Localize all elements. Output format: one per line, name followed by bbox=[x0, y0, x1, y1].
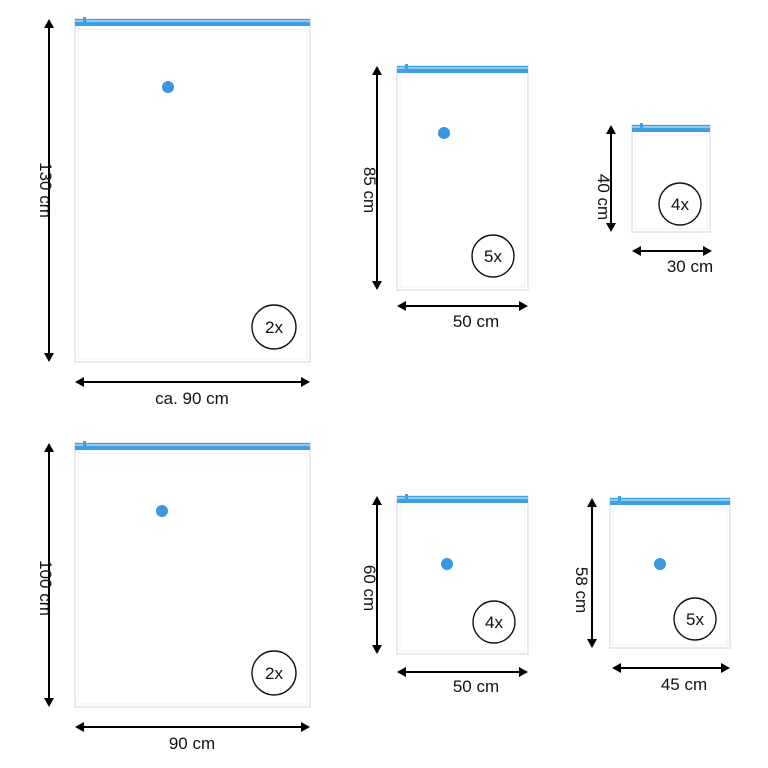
height-arrow-head-up bbox=[606, 125, 616, 134]
width-arrow-head-right bbox=[301, 722, 310, 732]
height-label: 40 cm bbox=[594, 174, 613, 220]
zipper-highlight bbox=[632, 126, 710, 128]
zipper-highlight bbox=[610, 499, 730, 501]
width-label: 50 cm bbox=[453, 312, 499, 331]
bag-inner-seam bbox=[399, 505, 526, 652]
bag-inner-seam bbox=[399, 75, 526, 288]
width-label: 45 cm bbox=[661, 675, 707, 694]
zipper-strip bbox=[632, 125, 710, 132]
bag-3: 4x 40 cm 30 cm bbox=[594, 123, 713, 276]
quantity-badge bbox=[251, 650, 297, 696]
width-arrow-head-right bbox=[721, 663, 730, 673]
quantity-label: 4x bbox=[485, 613, 503, 632]
height-label: 60 cm bbox=[360, 565, 379, 611]
width-arrow-head-left bbox=[75, 377, 84, 387]
height-arrow-head-up bbox=[587, 498, 597, 507]
valve-icon bbox=[438, 127, 450, 139]
quantity-badge bbox=[472, 600, 516, 644]
zipper-slider bbox=[83, 17, 86, 26]
zipper-strip bbox=[610, 498, 730, 505]
zipper-strip bbox=[75, 443, 310, 450]
zipper-strip bbox=[397, 496, 528, 503]
bag-5: 4x 60 cm 50 cm bbox=[360, 494, 529, 696]
quantity-label: 2x bbox=[265, 318, 283, 337]
width-arrow-head-right bbox=[301, 377, 310, 387]
quantity-label: 5x bbox=[484, 247, 502, 266]
zipper-highlight bbox=[397, 67, 528, 69]
bag-inner-seam bbox=[612, 507, 728, 646]
width-arrow-head-left bbox=[75, 722, 84, 732]
height-label: 85 cm bbox=[360, 167, 379, 213]
bag-inner-seam bbox=[77, 452, 308, 705]
height-arrow-head-down bbox=[372, 281, 382, 290]
zipper-highlight bbox=[75, 444, 310, 446]
height-arrow-head-down bbox=[44, 698, 54, 707]
quantity-label: 5x bbox=[686, 610, 704, 629]
quantity-badge bbox=[471, 234, 515, 278]
bag-2: 5x 85 cm 50 cm bbox=[360, 64, 529, 331]
width-arrow-head-left bbox=[612, 663, 621, 673]
valve-icon bbox=[156, 505, 168, 517]
width-arrow-head-left bbox=[397, 301, 406, 311]
width-label: 90 cm bbox=[169, 734, 215, 753]
bag-6: 5x 58 cm 45 cm bbox=[572, 496, 731, 694]
bag-inner-seam bbox=[634, 134, 708, 230]
quantity-badge bbox=[673, 597, 717, 641]
quantity-badge bbox=[658, 182, 702, 226]
valve-icon bbox=[654, 558, 666, 570]
height-label: 58 cm bbox=[572, 567, 591, 613]
height-arrow-head-up bbox=[372, 66, 382, 75]
width-arrow-head-left bbox=[632, 246, 641, 256]
height-arrow-head-up bbox=[44, 19, 54, 28]
height-arrow-head-up bbox=[44, 443, 54, 452]
width-label: 50 cm bbox=[453, 677, 499, 696]
height-label: 130 cm bbox=[36, 162, 55, 218]
quantity-label: 4x bbox=[671, 195, 689, 214]
zipper-strip bbox=[75, 19, 310, 26]
zipper-slider bbox=[640, 123, 643, 132]
height-arrow-head-up bbox=[372, 496, 382, 505]
zipper-highlight bbox=[75, 20, 310, 22]
height-label: 100 cm bbox=[36, 560, 55, 616]
bag-1: 2x 130 cm ca. 90 cm bbox=[36, 17, 311, 408]
quantity-label: 2x bbox=[265, 664, 283, 683]
height-arrow-head-down bbox=[587, 639, 597, 648]
width-label: ca. 90 cm bbox=[155, 389, 229, 408]
zipper-slider bbox=[405, 494, 408, 503]
width-arrow-head-right bbox=[519, 301, 528, 311]
zipper-highlight bbox=[397, 497, 528, 499]
bag-inner-seam bbox=[77, 28, 308, 360]
zipper-slider bbox=[83, 441, 86, 450]
zipper-slider bbox=[405, 64, 408, 73]
width-arrow-head-right bbox=[519, 667, 528, 677]
height-arrow-head-down bbox=[606, 223, 616, 232]
width-arrow-head-right bbox=[703, 246, 712, 256]
width-arrow-head-left bbox=[397, 667, 406, 677]
bag-4: 2x 100 cm 90 cm bbox=[36, 441, 311, 753]
height-arrow-head-down bbox=[44, 353, 54, 362]
height-arrow-head-down bbox=[372, 645, 382, 654]
valve-icon bbox=[162, 81, 174, 93]
quantity-badge bbox=[251, 304, 297, 350]
zipper-slider bbox=[618, 496, 621, 505]
width-label: 30 cm bbox=[667, 257, 713, 276]
zipper-strip bbox=[397, 66, 528, 73]
valve-icon bbox=[441, 558, 453, 570]
